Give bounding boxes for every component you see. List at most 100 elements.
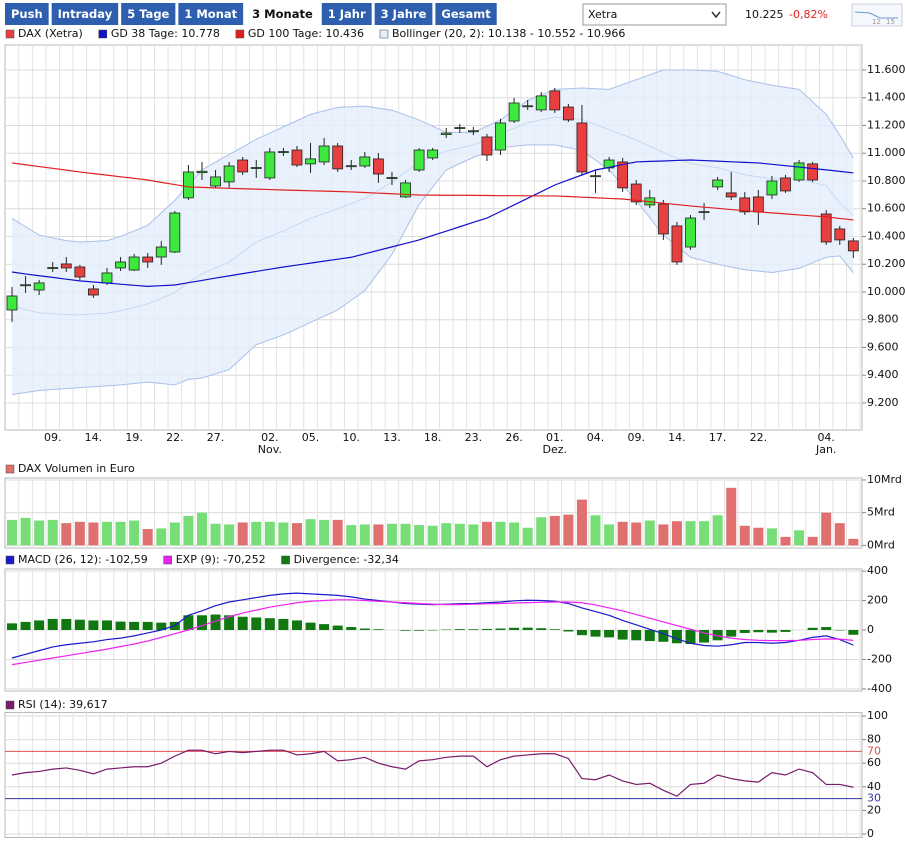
bar xyxy=(549,629,560,630)
bar xyxy=(590,630,601,637)
y-tick-label: 400 xyxy=(867,564,888,577)
candle-body xyxy=(752,196,764,213)
tab-label: 3 Jahre xyxy=(381,7,427,21)
bar xyxy=(454,523,465,546)
x-month-label: Dez. xyxy=(543,443,568,456)
plot-area xyxy=(4,712,863,838)
reference-label: 70 xyxy=(867,744,881,757)
bar xyxy=(617,630,628,640)
bar xyxy=(196,615,207,630)
candle-body xyxy=(807,163,819,181)
bar xyxy=(468,629,479,630)
candle-body xyxy=(305,158,316,165)
thumbnail-label: 15 xyxy=(886,18,895,26)
bar xyxy=(373,629,384,630)
candle-body xyxy=(467,130,479,133)
bar xyxy=(739,525,750,546)
tab-button[interactable]: Gesamt xyxy=(435,3,497,25)
bar xyxy=(807,627,818,630)
bar xyxy=(848,630,859,635)
x-month-label: Jan. xyxy=(815,443,836,456)
tab-button[interactable]: 3 Jahre xyxy=(374,3,433,25)
candle-body xyxy=(318,145,330,163)
y-tick-label: 9.600 xyxy=(867,340,899,353)
bar xyxy=(278,618,289,630)
bar xyxy=(373,524,384,546)
candle-body xyxy=(345,165,357,168)
bar xyxy=(509,522,520,546)
candle-body xyxy=(264,151,276,179)
candle-body xyxy=(508,102,520,122)
thumbnail-label: 12 xyxy=(872,18,881,26)
candle-body xyxy=(183,171,194,199)
candle-body xyxy=(223,165,235,183)
y-tick-label: 10.200 xyxy=(867,257,905,270)
tab-background xyxy=(121,3,176,25)
legend-label: EXP (9): -70,252 xyxy=(176,553,266,566)
bar xyxy=(468,524,479,546)
tab-label: 1 Jahr xyxy=(328,7,366,21)
tab-button[interactable]: Intraday xyxy=(51,3,119,25)
bar xyxy=(780,536,791,546)
tab-button[interactable]: 5 Tage xyxy=(121,3,176,25)
thumbnail[interactable] xyxy=(851,3,903,27)
tab-background xyxy=(321,3,372,25)
candle-body xyxy=(359,156,371,167)
x-tick-label: 10. xyxy=(343,431,361,444)
candle-body xyxy=(237,159,249,173)
tab-button[interactable]: 3 Monate xyxy=(246,3,319,25)
tab-label: Intraday xyxy=(58,7,113,21)
bar xyxy=(346,627,357,630)
candle-body xyxy=(535,95,547,111)
bollinger-fill xyxy=(12,69,854,395)
bar xyxy=(441,523,452,546)
candle-body xyxy=(739,197,751,213)
legend-label: DAX Volumen in Euro xyxy=(18,462,135,475)
bar xyxy=(685,630,696,644)
bar xyxy=(115,621,126,630)
y-tick-label: 9.800 xyxy=(867,313,899,326)
bar xyxy=(291,523,302,546)
bar xyxy=(794,530,805,546)
tab-button[interactable]: 1 Monat xyxy=(178,3,244,25)
bar xyxy=(7,519,17,546)
legend-label: Divergence: -32,34 xyxy=(294,553,399,566)
bar xyxy=(726,630,737,637)
bar xyxy=(101,620,112,630)
x-tick-label: 26. xyxy=(505,431,523,444)
bar xyxy=(101,521,112,546)
bar xyxy=(115,521,126,546)
candle-body xyxy=(74,266,86,278)
candle-body xyxy=(20,284,31,287)
tab-button[interactable]: Push xyxy=(5,3,49,25)
series-line xyxy=(11,159,854,288)
y-tick-label: 200 xyxy=(867,594,888,607)
bar xyxy=(400,630,411,631)
bar xyxy=(88,522,99,546)
tab-button[interactable]: 1 Jahr xyxy=(321,3,372,25)
bar xyxy=(74,521,85,546)
candle-body xyxy=(250,167,262,169)
candle-body xyxy=(522,105,534,108)
bar xyxy=(183,615,194,630)
bar xyxy=(563,630,574,632)
bar xyxy=(712,630,723,641)
legend-swatch xyxy=(163,555,172,565)
candle-body xyxy=(712,179,724,188)
bar xyxy=(631,630,642,641)
x-tick-label: 22. xyxy=(750,431,768,444)
exchange-select[interactable] xyxy=(582,3,727,26)
bar xyxy=(848,538,859,546)
bar xyxy=(549,515,560,546)
bar xyxy=(400,523,411,546)
tab-background xyxy=(51,3,119,25)
candle-body xyxy=(454,127,466,129)
select-arrow xyxy=(711,11,721,19)
y-tick-label: 9.200 xyxy=(867,396,899,409)
tab-background xyxy=(374,3,433,25)
series-line xyxy=(11,749,854,797)
candle-body xyxy=(88,288,99,296)
bar xyxy=(563,514,574,546)
bollinger-upper xyxy=(11,69,854,243)
